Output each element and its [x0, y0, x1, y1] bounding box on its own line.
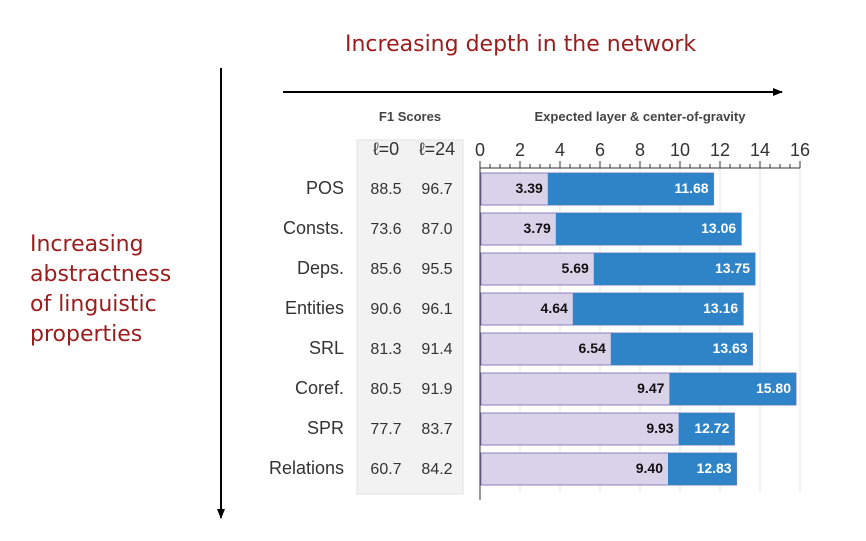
row-label: Entities: [285, 298, 344, 318]
x-tick-label: 8: [635, 140, 645, 160]
expected-layer-label: 3.79: [524, 220, 551, 236]
f1-l0-value: 80.5: [370, 381, 401, 398]
f1-l0-value: 85.6: [370, 261, 401, 278]
row-label: SPR: [307, 418, 344, 438]
expected-layer-label: 9.93: [646, 420, 673, 436]
top-arrow-label: Increasing depth in the network: [345, 32, 697, 57]
x-tick-label: 0: [475, 140, 485, 160]
side-arrow-label: Increasing abstractness of linguistic pr…: [30, 230, 210, 350]
center-of-gravity-label: 12.83: [697, 460, 732, 476]
x-tick-label: 6: [595, 140, 605, 160]
side-label-line: Increasing: [30, 232, 144, 257]
f1-l0-value: 77.7: [370, 421, 401, 438]
f1-l0-value: 60.7: [370, 461, 401, 478]
center-of-gravity-bar: [669, 373, 796, 405]
center-of-gravity-bar: [678, 413, 735, 445]
f1-l24-value: 83.7: [421, 421, 452, 438]
f1-l24-value: 91.9: [421, 381, 452, 398]
chart-header: Expected layer & center-of-gravity: [535, 109, 747, 124]
f1-l24-value: 96.7: [421, 181, 452, 198]
side-label-line: of linguistic: [30, 292, 157, 317]
expected-layer-label: 5.69: [562, 260, 589, 276]
center-of-gravity-label: 12.72: [694, 420, 729, 436]
center-of-gravity-bar: [547, 173, 714, 205]
f1-l0-value: 90.6: [370, 301, 401, 318]
f1-l0-value: 88.5: [370, 181, 401, 198]
center-of-gravity-label: 13.06: [701, 220, 736, 236]
expected-layer-label: 4.64: [541, 300, 568, 316]
x-tick-label: 2: [515, 140, 525, 160]
f1-l0-value: 73.6: [370, 221, 401, 238]
side-label-line: properties: [30, 322, 143, 347]
row-label: Consts.: [283, 218, 344, 238]
center-of-gravity-label: 13.75: [715, 260, 750, 276]
expected-layer-label: 9.47: [637, 380, 664, 396]
x-tick-label: 10: [670, 140, 690, 160]
f1-score-panel: [356, 139, 464, 495]
col-header-l24: ℓ=24: [419, 139, 455, 159]
center-of-gravity-bar: [555, 213, 742, 245]
x-tick-label: 14: [750, 140, 770, 160]
center-of-gravity-label: 13.16: [703, 300, 738, 316]
x-tick-label: 4: [555, 140, 565, 160]
expected-layer-label: 6.54: [579, 340, 606, 356]
center-of-gravity-label: 13.63: [713, 340, 748, 356]
expected-layer-label: 3.39: [516, 180, 543, 196]
col-header-l0: ℓ=0: [373, 139, 399, 159]
f1-l24-value: 87.0: [421, 221, 452, 238]
row-label: Coref.: [295, 378, 344, 398]
expected-layer-label: 9.40: [636, 460, 663, 476]
center-of-gravity-bar: [610, 333, 753, 365]
row-label: Deps.: [297, 258, 344, 278]
side-label-line: abstractness: [30, 262, 172, 287]
f1-l0-value: 81.3: [370, 341, 401, 358]
row-label: POS: [306, 178, 344, 198]
center-of-gravity-label: 15.80: [756, 380, 791, 396]
center-of-gravity-bar: [572, 293, 744, 325]
row-label: Relations: [269, 458, 344, 478]
center-of-gravity-label: 11.68: [674, 180, 708, 196]
center-of-gravity-bar: [668, 453, 737, 485]
x-tick-label: 12: [710, 140, 730, 160]
f1-l24-value: 95.5: [421, 261, 452, 278]
f1-l24-value: 91.4: [421, 341, 452, 358]
f1-l24-value: 84.2: [421, 461, 452, 478]
x-tick-label: 16: [790, 140, 810, 160]
center-of-gravity-bar: [593, 253, 755, 285]
f1-header: F1 Scores: [379, 109, 441, 124]
f1-l24-value: 96.1: [421, 301, 452, 318]
row-label: SRL: [309, 338, 344, 358]
